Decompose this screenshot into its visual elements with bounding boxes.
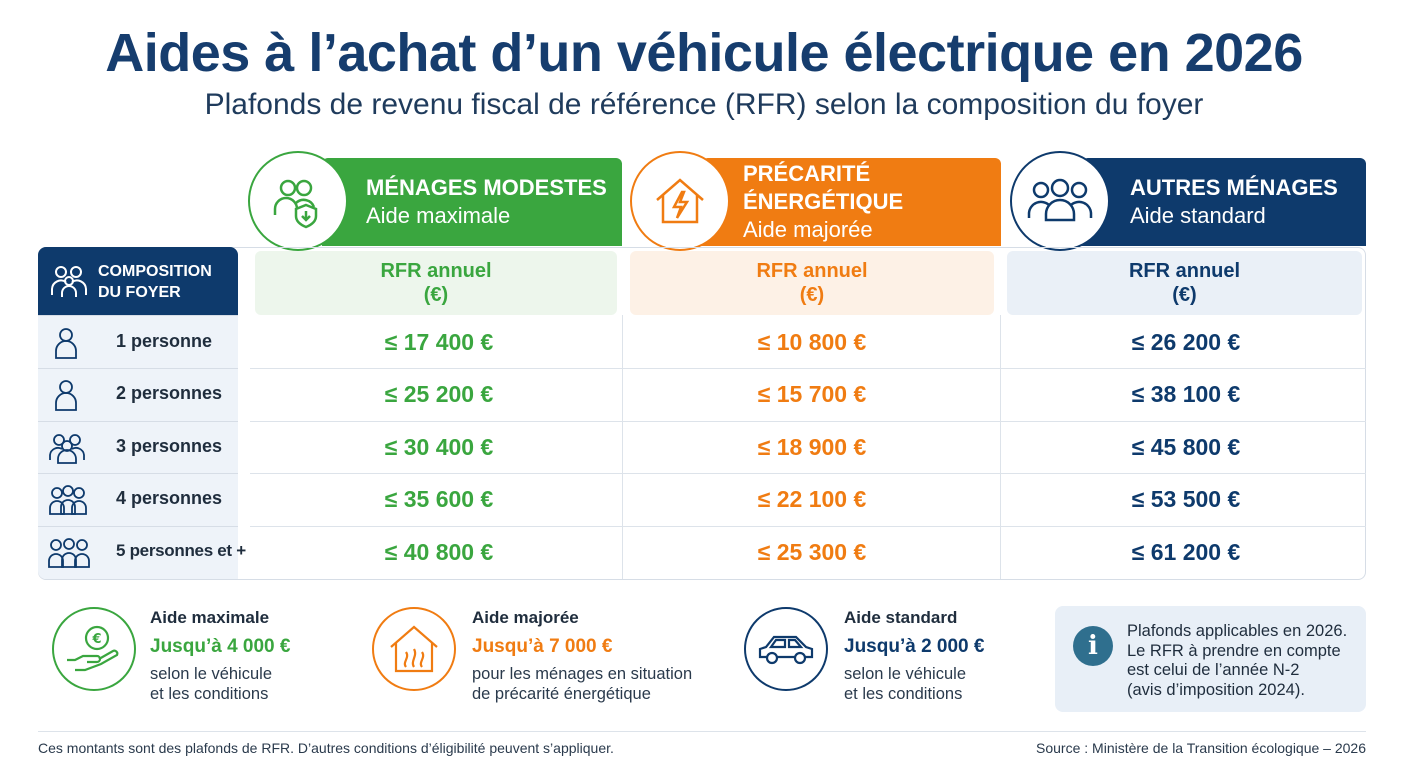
- column-subtitle: Aide maximale: [366, 203, 511, 228]
- info-line: (avis d’imposition 2024).: [1127, 680, 1305, 699]
- cell-value: ≤ 22 100 €: [757, 486, 867, 512]
- three-people-icon: [1010, 151, 1110, 251]
- cell-value: ≤ 18 900 €: [757, 434, 867, 460]
- aid-description-line: pour les ménages en situation: [472, 665, 693, 683]
- aid-description-line: et les conditions: [150, 685, 269, 703]
- row-label: 4 personnes: [116, 488, 223, 508]
- column-divider: [1000, 315, 1001, 579]
- column-header-precarite: PRÉCARITÉ ÉNERGÉTIQUE Aide majorée: [702, 158, 1001, 246]
- cell-value: ≤ 38 100 €: [1131, 381, 1241, 407]
- info-icon: i: [1073, 626, 1113, 666]
- aid-description-line: selon le véhicule: [844, 665, 966, 683]
- households-shield-icon: [248, 151, 348, 251]
- row-label: 5 personnes et +: [116, 541, 246, 560]
- row-divider: [38, 473, 238, 474]
- row-divider: [38, 421, 238, 422]
- row-divider: [38, 526, 238, 527]
- row-label: 2 personnes: [116, 383, 223, 403]
- rfr-header-autres: RFR annuel (€): [1007, 251, 1362, 315]
- cell-value: ≤ 30 400 €: [384, 434, 494, 460]
- footer-source: Source : Ministère de la Transition écol…: [1036, 740, 1366, 756]
- row-label: 3 personnes: [116, 436, 223, 456]
- cell-value: ≤ 17 400 €: [384, 329, 494, 355]
- rfr-unit: (€): [1172, 284, 1197, 306]
- aid-amount: Jusqu’à 2 000 €: [844, 636, 985, 657]
- svg-text:€: €: [91, 632, 101, 647]
- row-divider: [250, 368, 1366, 369]
- column-subtitle: Aide majorée: [743, 217, 873, 242]
- row-divider: [38, 315, 238, 316]
- info-line: Plafonds applicables en 2026.: [1127, 622, 1348, 640]
- cell-value: ≤ 10 800 €: [757, 329, 867, 355]
- person-icon: [48, 327, 84, 364]
- cell-value: ≤ 40 800 €: [384, 539, 494, 565]
- rfr-header-precarite: RFR annuel (€): [630, 251, 994, 315]
- rfr-unit: (€): [423, 284, 449, 306]
- group-icon: [48, 537, 90, 574]
- group-icon: [48, 432, 86, 469]
- composition-label-line2: DU FOYER: [98, 284, 181, 301]
- house-lightning-icon: [630, 151, 730, 251]
- row-divider: [250, 421, 1366, 422]
- aid-description-line: et les conditions: [844, 685, 963, 703]
- cell-value: ≤ 25 200 €: [384, 381, 494, 407]
- rfr-label: RFR annuel: [756, 260, 868, 282]
- aid-description-line: de précarité énergétique: [472, 685, 651, 703]
- cell-value: ≤ 26 200 €: [1131, 329, 1241, 355]
- group-icon: [48, 484, 88, 521]
- aid-description-line: selon le véhicule: [150, 665, 272, 683]
- house-heat-icon: [372, 607, 456, 691]
- aid-amount: Jusqu’à 7 000 €: [472, 636, 613, 657]
- info-line: est celui de l’année N-2: [1127, 661, 1300, 679]
- aid-description: selon le véhicule et les conditions: [844, 664, 966, 704]
- footer-note: Ces montants sont des plafonds de RFR. D…: [38, 740, 614, 756]
- rfr-header-modestes: RFR annuel (€): [255, 251, 617, 315]
- composition-label-line1: COMPOSITION: [98, 263, 212, 280]
- cell-value: ≤ 61 200 €: [1131, 539, 1241, 565]
- column-title: AUTRES MÉNAGES: [1130, 175, 1338, 200]
- cell-value: ≤ 35 600 €: [384, 486, 494, 512]
- aid-title: Aide standard: [844, 608, 958, 627]
- row-divider: [250, 526, 1366, 527]
- column-subtitle: Aide standard: [1130, 203, 1266, 228]
- page-subtitle: Plafonds de revenu fiscal de référence (…: [204, 88, 1204, 121]
- aid-description: pour les ménages en situation de précari…: [472, 664, 692, 704]
- column-header-autres: AUTRES MÉNAGES Aide standard: [1082, 158, 1366, 246]
- aid-title: Aide majorée: [472, 608, 579, 627]
- cell-value: ≤ 45 800 €: [1131, 434, 1241, 460]
- composition-header: COMPOSITION DU FOYER: [38, 247, 238, 315]
- column-title: MÉNAGES MODESTES: [366, 175, 607, 200]
- column-header-modestes: MÉNAGES MODESTES Aide maximale: [322, 158, 622, 246]
- info-box: i Plafonds applicables en 2026. Le RFR à…: [1055, 606, 1366, 712]
- cell-value: ≤ 53 500 €: [1131, 486, 1241, 512]
- column-divider: [622, 315, 623, 579]
- row-divider: [250, 473, 1366, 474]
- row-label: 1 personne: [116, 331, 213, 351]
- footer-divider: [38, 731, 1366, 732]
- car-icon: [744, 607, 828, 691]
- cell-value: ≤ 25 300 €: [757, 539, 867, 565]
- row-divider: [38, 368, 238, 369]
- hand-euro-icon: €: [52, 607, 136, 691]
- aid-amount: Jusqu’à 4 000 €: [150, 636, 291, 657]
- aid-description: selon le véhicule et les conditions: [150, 664, 272, 704]
- rfr-label: RFR annuel: [380, 260, 492, 282]
- rfr-label: RFR annuel: [1128, 260, 1241, 282]
- info-line: Le RFR à prendre en compte: [1127, 641, 1341, 660]
- aid-title: Aide maximale: [150, 608, 270, 627]
- family-icon: [50, 263, 88, 304]
- person-icon: [48, 379, 84, 416]
- cell-value: ≤ 15 700 €: [757, 381, 867, 407]
- column-title: PRÉCARITÉ ÉNERGÉTIQUE: [743, 161, 904, 214]
- rfr-unit: (€): [799, 284, 825, 306]
- info-text: Plafonds applicables en 2026. Le RFR à p…: [1127, 622, 1347, 700]
- page-title: Aides à l’achat d’un véhicule électrique…: [105, 23, 1303, 83]
